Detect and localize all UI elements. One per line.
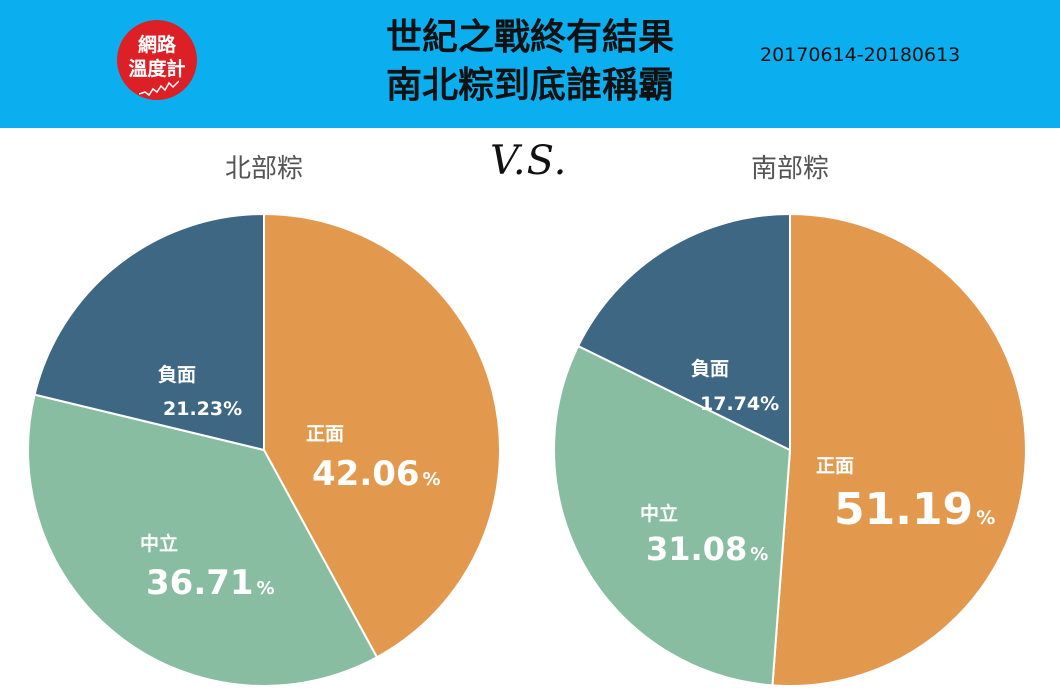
slice-label-south-1: 中立 bbox=[640, 502, 678, 525]
trend-line-icon bbox=[139, 80, 179, 97]
pie-slice-north-0 bbox=[263, 212, 501, 659]
slice-label-south-0: 正面 bbox=[816, 455, 854, 477]
pie-slice-north-1 bbox=[27, 393, 379, 687]
page-title-line1: 世紀之戰終有結果 bbox=[385, 17, 674, 58]
logo-text-line1: 網路 bbox=[137, 34, 176, 56]
pie-slice-south-0 bbox=[771, 212, 1027, 687]
chart-title-north: 北部粽 bbox=[224, 154, 303, 184]
slice-value-south-2: 17.74% bbox=[700, 393, 779, 415]
slice-value-south-0: 51.19% bbox=[834, 484, 995, 535]
slice-value-north-1: 36.71% bbox=[146, 563, 275, 603]
slice-label-south-2: 負面 bbox=[691, 357, 729, 380]
page-title-line2: 南北粽到底誰稱霸 bbox=[385, 65, 674, 106]
date-range: 20170614-20180613 bbox=[760, 44, 961, 66]
pie-slice-south-1 bbox=[553, 344, 792, 687]
pie-slice-north-2 bbox=[33, 212, 265, 452]
slice-value-south-1: 31.08% bbox=[646, 530, 768, 568]
logo-text-line2: 溫度計 bbox=[128, 58, 186, 80]
versus-label: V.S. bbox=[490, 138, 568, 184]
header-banner: 網路 溫度計 世紀之戰終有結果 南北粽到底誰稱霸 20170614-201806… bbox=[0, 0, 1060, 128]
slice-label-north-1: 中立 bbox=[140, 532, 178, 555]
slice-value-north-0: 42.06% bbox=[312, 454, 441, 494]
slice-label-north-2: 負面 bbox=[158, 363, 196, 386]
slice-label-north-0: 正面 bbox=[306, 423, 344, 445]
slice-value-north-2: 21.23% bbox=[163, 398, 242, 420]
chart-title-south: 南部粽 bbox=[750, 154, 829, 184]
brand-logo: 網路 溫度計 bbox=[117, 20, 197, 100]
pie-slice-south-2 bbox=[576, 212, 791, 452]
